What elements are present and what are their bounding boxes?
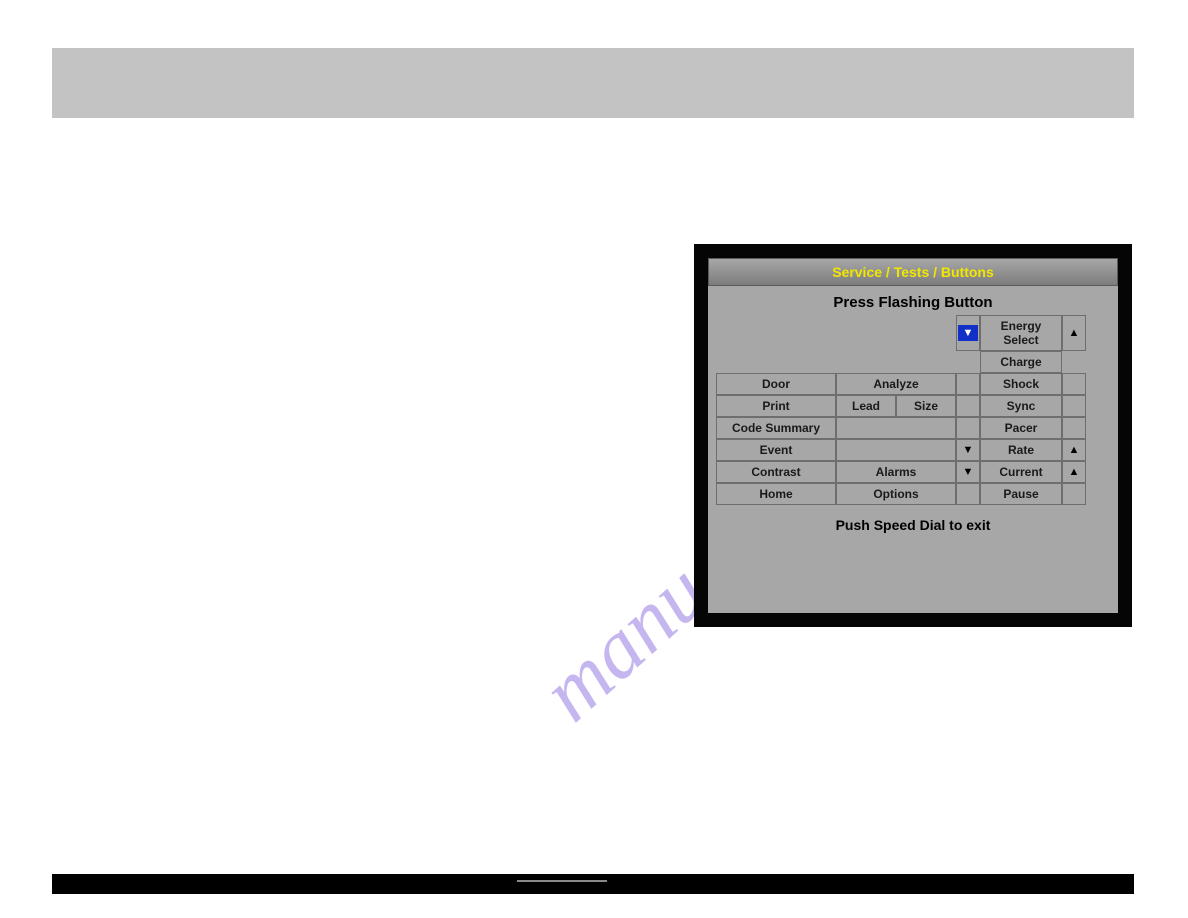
footer-bar	[52, 874, 1134, 894]
pause-button[interactable]: Pause	[980, 483, 1062, 505]
spacer	[716, 351, 836, 373]
door-button[interactable]: Door	[716, 373, 836, 395]
spacer	[956, 395, 980, 417]
spacer	[1062, 395, 1086, 417]
energy-select-down[interactable]: ▼	[956, 315, 980, 351]
spacer	[956, 483, 980, 505]
header-band	[52, 48, 1134, 118]
spacer	[836, 439, 956, 461]
current-up[interactable]: ▲	[1062, 461, 1086, 483]
size-button[interactable]: Size	[896, 395, 956, 417]
button-grid: ▼ Energy Select ▲ Charge Door Analyze Sh…	[716, 315, 1110, 505]
spacer	[1062, 351, 1086, 373]
spacer	[1062, 417, 1086, 439]
screen-title: Service / Tests / Buttons	[708, 258, 1118, 286]
device-screenshot: Service / Tests / Buttons Press Flashing…	[694, 244, 1132, 627]
current-button[interactable]: Current	[980, 461, 1062, 483]
spacer	[716, 315, 836, 351]
options-button[interactable]: Options	[836, 483, 956, 505]
spacer	[956, 373, 980, 395]
alarms-button[interactable]: Alarms	[836, 461, 956, 483]
screen-subtitle: Press Flashing Button	[708, 286, 1118, 315]
pacer-button[interactable]: Pacer	[980, 417, 1062, 439]
sync-button[interactable]: Sync	[980, 395, 1062, 417]
rate-down[interactable]: ▼	[956, 439, 980, 461]
screen-footer: Push Speed Dial to exit	[708, 505, 1118, 545]
energy-select-button[interactable]: Energy Select	[980, 315, 1062, 351]
shock-button[interactable]: Shock	[980, 373, 1062, 395]
spacer	[956, 351, 980, 373]
spacer	[896, 315, 956, 351]
rate-button[interactable]: Rate	[980, 439, 1062, 461]
lead-button[interactable]: Lead	[836, 395, 896, 417]
energy-select-up[interactable]: ▲	[1062, 315, 1086, 351]
current-down[interactable]: ▼	[956, 461, 980, 483]
print-button[interactable]: Print	[716, 395, 836, 417]
home-button[interactable]: Home	[716, 483, 836, 505]
spacer	[1062, 483, 1086, 505]
rate-up[interactable]: ▲	[1062, 439, 1086, 461]
spacer	[836, 351, 896, 373]
contrast-button[interactable]: Contrast	[716, 461, 836, 483]
spacer	[836, 315, 896, 351]
spacer	[836, 417, 956, 439]
analyze-button[interactable]: Analyze	[836, 373, 956, 395]
screen-inner: Service / Tests / Buttons Press Flashing…	[708, 258, 1118, 613]
spacer	[956, 417, 980, 439]
code-summary-button[interactable]: Code Summary	[716, 417, 836, 439]
charge-button[interactable]: Charge	[980, 351, 1062, 373]
spacer	[896, 351, 956, 373]
event-button[interactable]: Event	[716, 439, 836, 461]
spacer	[1062, 373, 1086, 395]
